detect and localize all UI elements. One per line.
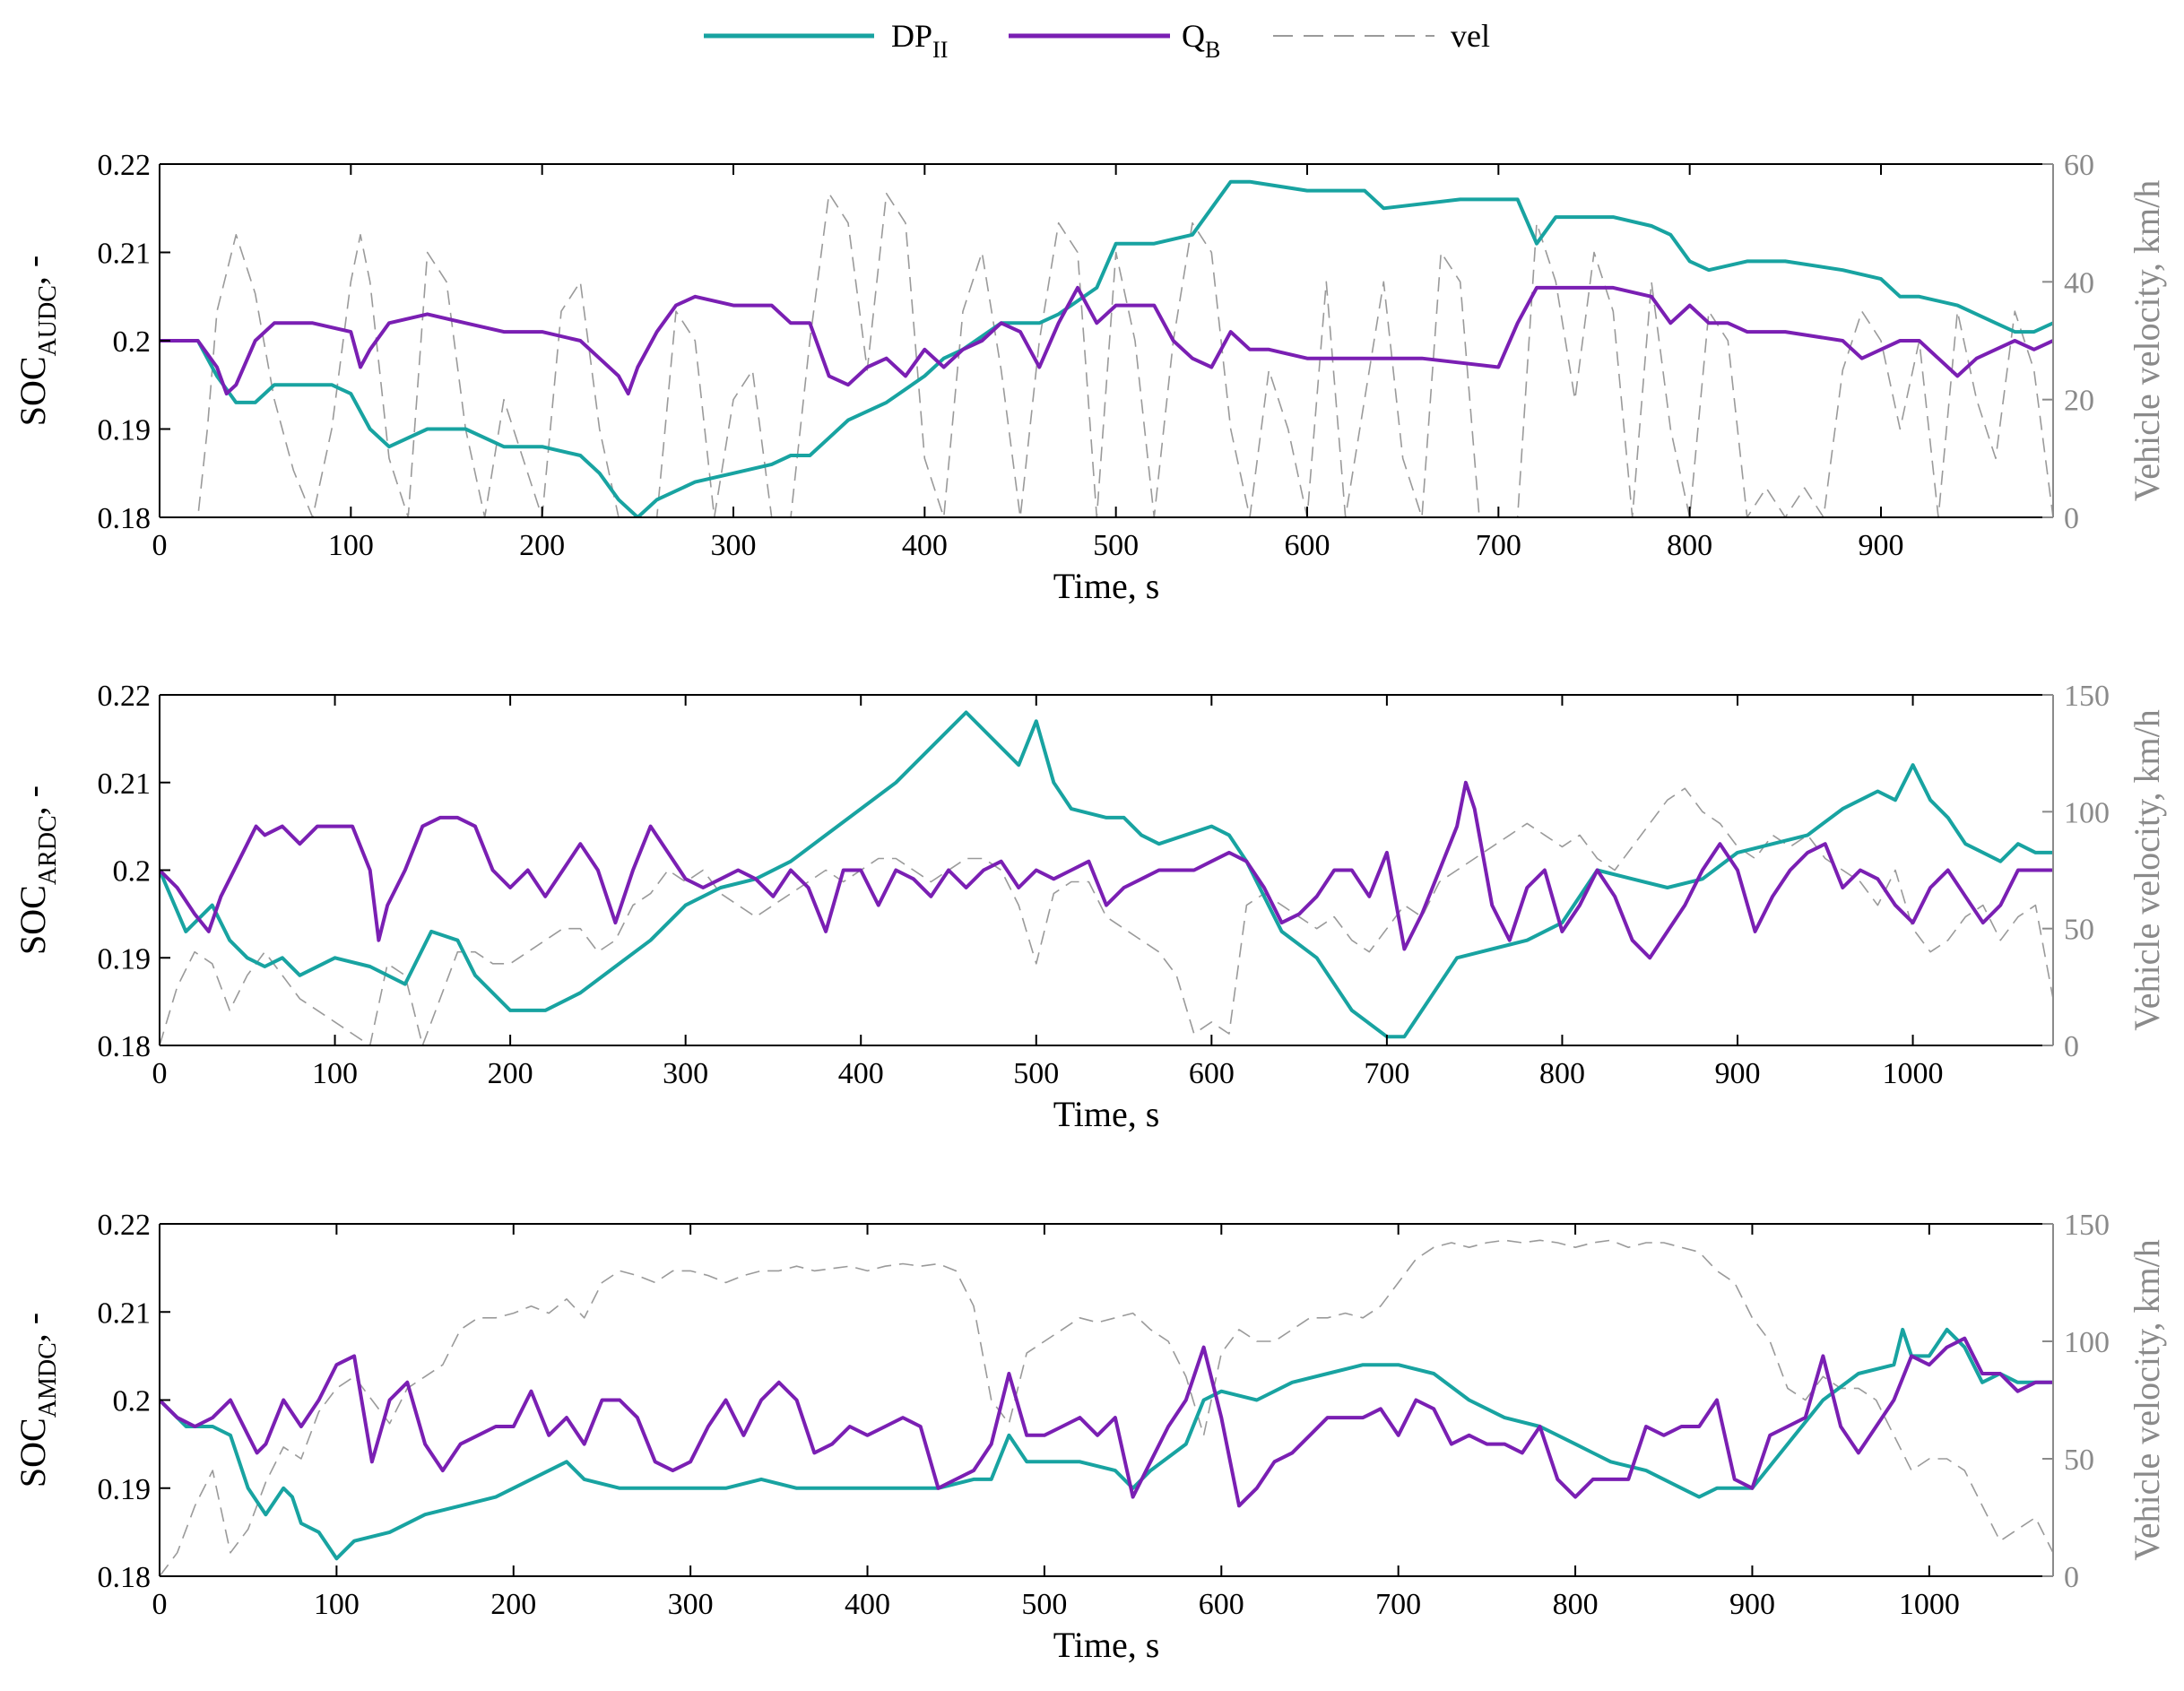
x-tick-label: 0 <box>152 1588 168 1621</box>
x-tick-label: 600 <box>1199 1588 1244 1621</box>
series-dp-ii-line-audc <box>160 179 2053 517</box>
series-vel-line-ardc <box>160 787 2053 1045</box>
x-tick-label: 600 <box>1189 1057 1235 1090</box>
x-tick-label: 300 <box>668 1588 714 1621</box>
x-tick-label: 500 <box>1021 1588 1067 1621</box>
y2-tick-label: 100 <box>2064 1326 2110 1359</box>
series-q-b-line-ardc <box>160 780 2053 960</box>
x-tick-label: 400 <box>838 1057 884 1090</box>
x-tick-label: 700 <box>1476 529 1521 562</box>
y-tick-label: 0.18 <box>98 1030 152 1063</box>
y-tick-label: 0.18 <box>98 1561 152 1594</box>
x-tick-label: 900 <box>1729 1588 1775 1621</box>
x-tick-label: 1000 <box>1899 1588 1960 1621</box>
panel-audc: 0 100 200 300 400 500 600 700 800 9000.180.190.20… <box>13 149 2167 606</box>
x-tick-label: 900 <box>1715 1057 1761 1090</box>
panel-amdc: 0 100 200 300 400 500 600 700 800 900 10000.180.19… <box>13 1209 2167 1665</box>
x-tick-label: 900 <box>1859 529 1904 562</box>
y2-axis-label-audc: Vehicle velocity, km/h <box>2127 180 2167 501</box>
y2-tick-label: 100 <box>2064 796 2110 829</box>
x-axis-label-audc: Time, s <box>1053 566 1160 606</box>
x-tick-label: 800 <box>1553 1588 1599 1621</box>
x-tick-label: 700 <box>1375 1588 1421 1621</box>
x-tick-label: 400 <box>902 529 948 562</box>
y-axis-label-ardc: SOCARDC, - <box>13 785 62 955</box>
series-q-b-line-amdc <box>160 1336 2053 1508</box>
y-tick-label: 0.21 <box>98 238 152 271</box>
y-tick-label: 0.22 <box>98 149 152 182</box>
y-tick-label: 0.2 <box>113 1385 152 1418</box>
x-tick-label: 1000 <box>1883 1057 1944 1090</box>
x-tick-label: 100 <box>328 529 374 562</box>
x-tick-label: 200 <box>519 529 565 562</box>
series-dp-ii-line-ardc <box>160 710 2053 1039</box>
legend-label-qb: QB <box>1182 18 1220 63</box>
y2-tick-label: 0 <box>2064 1030 2079 1063</box>
y2-tick-label: 0 <box>2064 1561 2079 1594</box>
y2-axis-label-amdc: Vehicle velocity, km/h <box>2127 1239 2167 1560</box>
x-tick-label: 600 <box>1285 529 1330 562</box>
y-tick-label: 0.21 <box>98 1296 152 1330</box>
y-tick-label: 0.19 <box>98 942 152 976</box>
x-tick-label: 300 <box>663 1057 708 1090</box>
series-q-b-line-audc <box>160 285 2053 396</box>
y2-tick-label: 60 <box>2064 149 2094 182</box>
x-tick-label: 800 <box>1667 529 1712 562</box>
series-dp-ii-line-amdc <box>160 1327 2053 1561</box>
x-tick-label: 500 <box>1013 1057 1059 1090</box>
series-vel-line-amdc <box>160 1239 2053 1576</box>
x-tick-label: 500 <box>1093 529 1139 562</box>
y-tick-label: 0.21 <box>98 767 152 801</box>
y2-axis-label-ardc: Vehicle velocity, km/h <box>2127 709 2167 1030</box>
x-tick-label: 0 <box>152 529 168 562</box>
legend: DPII QB vel <box>704 18 1490 63</box>
x-tick-label: 800 <box>1539 1057 1585 1090</box>
x-tick-label: 100 <box>312 1057 358 1090</box>
y2-tick-label: 50 <box>2064 914 2094 947</box>
legend-label-vel: vel <box>1451 18 1490 54</box>
y-axis-label-audc: SOCAUDC, - <box>13 256 62 426</box>
x-tick-label: 200 <box>490 1588 536 1621</box>
x-tick-label: 300 <box>711 529 757 562</box>
y2-tick-label: 150 <box>2064 1209 2110 1242</box>
y2-tick-label: 50 <box>2064 1444 2094 1477</box>
y-tick-label: 0.22 <box>98 680 152 713</box>
y-tick-label: 0.19 <box>98 414 152 447</box>
y2-tick-label: 150 <box>2064 680 2110 713</box>
y-tick-label: 0.2 <box>113 855 152 889</box>
x-tick-label: 0 <box>152 1057 168 1090</box>
y2-tick-label: 20 <box>2064 385 2094 418</box>
x-axis-label-ardc: Time, s <box>1053 1094 1160 1134</box>
y2-tick-label: 0 <box>2064 502 2079 535</box>
y2-tick-label: 40 <box>2064 266 2094 299</box>
x-axis-label-amdc: Time, s <box>1053 1625 1160 1665</box>
y-tick-label: 0.19 <box>98 1473 152 1506</box>
series-vel-line-audc <box>160 193 2053 517</box>
y-tick-label: 0.2 <box>113 325 152 359</box>
x-tick-label: 700 <box>1364 1057 1409 1090</box>
y-tick-label: 0.22 <box>98 1209 152 1242</box>
legend-label-dp: DPII <box>891 18 948 63</box>
y-tick-label: 0.18 <box>98 502 152 535</box>
x-tick-label: 200 <box>488 1057 533 1090</box>
panel-ardc: 0 100 200 300 400 500 600 700 800 900 10000.180.19… <box>13 680 2167 1134</box>
x-tick-label: 400 <box>845 1588 890 1621</box>
y-axis-label-amdc: SOCAMDC, - <box>13 1313 62 1487</box>
x-tick-label: 100 <box>314 1588 360 1621</box>
